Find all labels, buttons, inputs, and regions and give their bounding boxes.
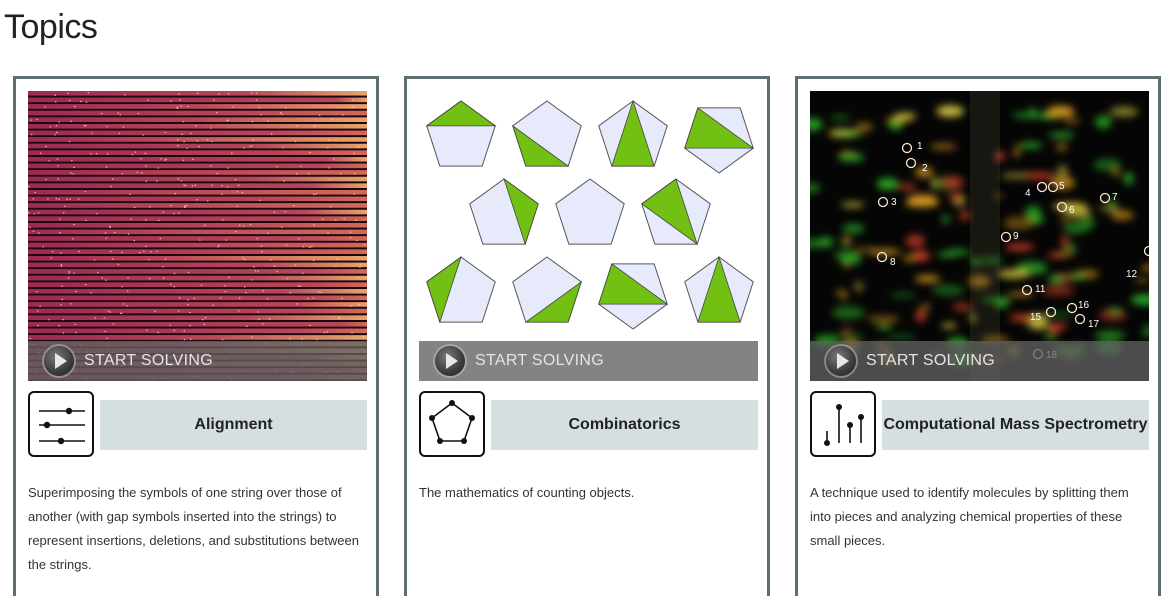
spot-label: 12 — [1126, 269, 1138, 280]
pentagon-shape — [555, 178, 625, 245]
green-triangle — [598, 263, 669, 305]
green-triangle — [426, 255, 462, 324]
spot-marker — [1021, 284, 1033, 296]
spot-marker — [877, 196, 889, 208]
spot-marker — [1045, 306, 1057, 318]
spot-marker — [1056, 201, 1068, 213]
spot-marker — [1047, 181, 1059, 193]
start-solving-button[interactable]: START SOLVING — [28, 341, 367, 381]
alignment-thumbnail[interactable]: START SOLVING — [28, 91, 367, 381]
green-triangle — [524, 280, 582, 323]
green-triangle — [697, 255, 741, 323]
spot-label: 3 — [891, 197, 897, 208]
start-solving-button[interactable]: START SOLVING — [810, 341, 1149, 381]
topic-description: A technique used to identify molecules b… — [810, 485, 1129, 548]
green-triangle — [611, 99, 655, 167]
topic-header: Alignment — [28, 391, 367, 461]
topic-card-mass-spectrometry[interactable]: 123456789111215161718 START SOLVING Comp… — [795, 76, 1161, 596]
start-solving-label: START SOLVING — [866, 352, 995, 369]
spot-label: 2 — [922, 163, 928, 174]
spot-label: 4 — [1025, 188, 1031, 199]
spectrum-peaks-icon[interactable] — [810, 391, 876, 457]
topic-name-link[interactable]: Alignment — [100, 400, 367, 450]
play-icon — [435, 346, 465, 376]
spot-label: 8 — [890, 257, 896, 268]
spot-label: 11 — [1035, 284, 1046, 295]
spot-marker — [876, 251, 888, 263]
play-icon — [826, 346, 856, 376]
green-triangle — [425, 100, 497, 127]
spot-label: 9 — [1013, 231, 1019, 242]
spot-marker — [1099, 192, 1111, 204]
topic-header: Computational Mass Spectrometry — [810, 391, 1149, 461]
spot-label: 5 — [1059, 181, 1065, 192]
topic-header: Combinatorics — [419, 391, 758, 461]
topic-name-link[interactable]: Combinatorics — [491, 400, 758, 450]
spot-label: 7 — [1112, 192, 1118, 203]
start-solving-label: START SOLVING — [475, 352, 604, 369]
topic-card-alignment[interactable]: START SOLVING Alignment Superimposing th… — [13, 76, 379, 596]
spot-marker — [901, 142, 913, 154]
alignment-sliders-icon[interactable] — [28, 391, 94, 457]
spot-label: 15 — [1030, 312, 1042, 323]
spot-marker — [1074, 313, 1086, 325]
play-icon — [44, 346, 74, 376]
spot-label: 16 — [1078, 300, 1090, 311]
start-solving-label: START SOLVING — [84, 352, 213, 369]
topic-card-combinatorics[interactable]: START SOLVING Combinatorics The mathemat… — [404, 76, 770, 596]
pentagons-image — [425, 99, 755, 330]
gel-spots-image: 123456789111215161718 — [810, 91, 1149, 381]
topic-description: The mathematics of counting objects. — [419, 485, 635, 500]
spot-marker — [1143, 245, 1149, 257]
page-title: Topics — [4, 8, 98, 46]
spot-marker — [1036, 181, 1048, 193]
mass-spec-thumbnail[interactable]: 123456789111215161718 START SOLVING — [810, 91, 1149, 381]
green-triangle — [512, 124, 570, 167]
topic-name-link[interactable]: Computational Mass Spectrometry — [882, 400, 1149, 450]
green-triangle — [503, 177, 539, 246]
spot-marker — [1066, 302, 1078, 314]
alignment-heatmap-image — [28, 91, 367, 381]
green-triangle — [684, 107, 755, 149]
spot-marker — [905, 157, 917, 169]
start-solving-button[interactable]: START SOLVING — [419, 341, 758, 381]
pentagon-graph-icon[interactable] — [419, 391, 485, 457]
spot-label: 1 — [917, 141, 923, 152]
green-triangle — [641, 178, 698, 246]
spot-marker — [1000, 231, 1012, 243]
combinatorics-thumbnail[interactable]: START SOLVING — [419, 91, 758, 381]
topic-description: Superimposing the symbols of one string … — [28, 485, 359, 572]
spot-label: 6 — [1069, 205, 1075, 216]
spot-label: 17 — [1088, 319, 1100, 330]
